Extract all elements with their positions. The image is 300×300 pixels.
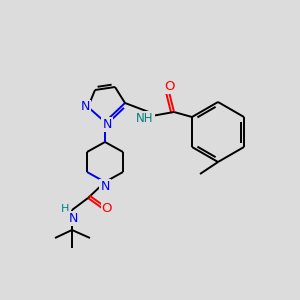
Text: N: N <box>100 179 110 193</box>
Text: N: N <box>68 212 78 225</box>
Text: O: O <box>102 202 112 214</box>
Text: O: O <box>164 80 174 92</box>
Text: NH: NH <box>136 112 154 124</box>
Text: H: H <box>61 204 69 214</box>
Text: N: N <box>80 100 90 113</box>
Text: N: N <box>102 118 112 130</box>
